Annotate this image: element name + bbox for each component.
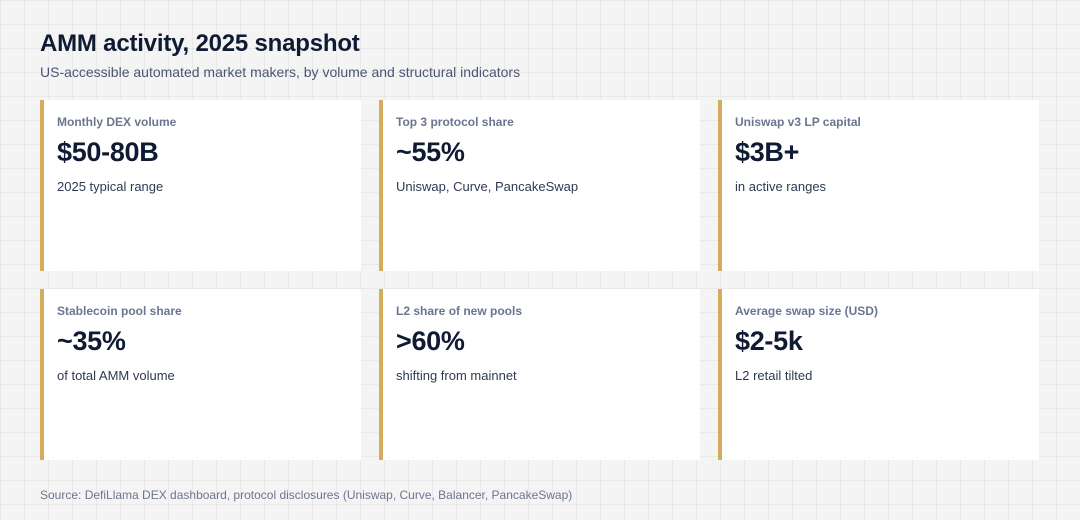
stat-card-monthly-dex-volume: Monthly DEX volume $50-80B 2025 typical … xyxy=(40,100,361,271)
stat-card-value: $3B+ xyxy=(735,137,800,167)
dashboard-page: AMM activity, 2025 snapshot US-accessibl… xyxy=(40,0,1041,520)
stat-card-note: L2 retail tilted xyxy=(735,368,813,383)
stat-card-label: L2 share of new pools xyxy=(396,304,523,318)
stat-card-l2-share-new-pools: L2 share of new pools >60% shifting from… xyxy=(379,289,700,460)
stat-card-value: ~35% xyxy=(57,326,126,356)
stat-card-note: in active ranges xyxy=(735,179,827,194)
stat-card-value: >60% xyxy=(396,326,465,356)
stat-card-note: 2025 typical range xyxy=(57,179,164,194)
stat-card-note: of total AMM volume xyxy=(57,368,175,383)
stat-card-label: Top 3 protocol share xyxy=(396,115,514,129)
source-note: Source: DefiLlama DEX dashboard, protoco… xyxy=(40,488,573,502)
stat-card-value: $2-5k xyxy=(735,326,803,356)
stat-card-label: Average swap size (USD) xyxy=(735,304,878,318)
stat-card-stablecoin-pool-share: Stablecoin pool share ~35% of total AMM … xyxy=(40,289,361,460)
stat-card-average-swap-size: Average swap size (USD) $2-5k L2 retail … xyxy=(718,289,1039,460)
stat-card-note: Uniswap, Curve, PancakeSwap xyxy=(396,179,579,194)
stat-card-grid: Monthly DEX volume $50-80B 2025 typical … xyxy=(40,100,1041,460)
stat-card-value: $50-80B xyxy=(57,137,159,167)
stat-card-note: shifting from mainnet xyxy=(396,368,517,383)
page-subtitle: US-accessible automated market makers, b… xyxy=(40,64,521,80)
stat-card-label: Uniswap v3 LP capital xyxy=(735,115,861,129)
page-title: AMM activity, 2025 snapshot xyxy=(40,30,360,57)
stat-card-uniswap-lp-capital: Uniswap v3 LP capital $3B+ in active ran… xyxy=(718,100,1039,271)
stat-card-label: Monthly DEX volume xyxy=(57,115,177,129)
stat-card-top3-protocol-share: Top 3 protocol share ~55% Uniswap, Curve… xyxy=(379,100,700,271)
stat-card-value: ~55% xyxy=(396,137,465,167)
stat-card-label: Stablecoin pool share xyxy=(57,304,182,318)
